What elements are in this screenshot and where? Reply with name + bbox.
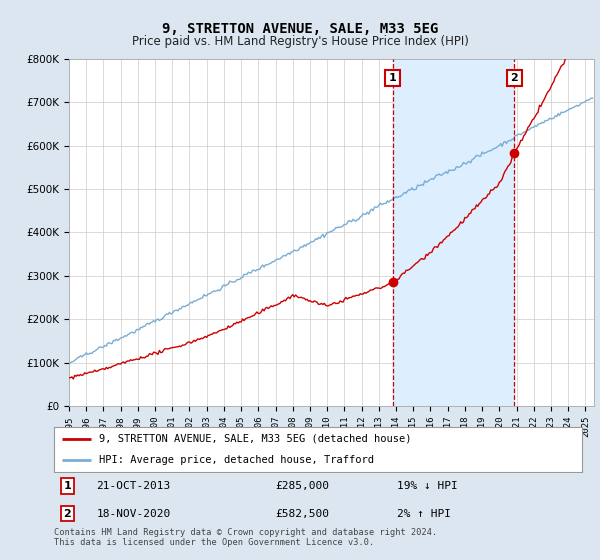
- Text: 1: 1: [389, 73, 397, 83]
- Text: 9, STRETTON AVENUE, SALE, M33 5EG: 9, STRETTON AVENUE, SALE, M33 5EG: [162, 22, 438, 36]
- Text: Contains HM Land Registry data © Crown copyright and database right 2024.
This d: Contains HM Land Registry data © Crown c…: [54, 528, 437, 547]
- Text: Price paid vs. HM Land Registry's House Price Index (HPI): Price paid vs. HM Land Registry's House …: [131, 35, 469, 48]
- Text: 19% ↓ HPI: 19% ↓ HPI: [397, 481, 458, 491]
- Text: 1: 1: [64, 481, 71, 491]
- Text: 21-OCT-2013: 21-OCT-2013: [96, 481, 170, 491]
- Text: 18-NOV-2020: 18-NOV-2020: [96, 508, 170, 519]
- Text: £285,000: £285,000: [276, 481, 330, 491]
- Text: 2: 2: [64, 508, 71, 519]
- Text: 2: 2: [511, 73, 518, 83]
- Text: 2% ↑ HPI: 2% ↑ HPI: [397, 508, 451, 519]
- Text: 9, STRETTON AVENUE, SALE, M33 5EG (detached house): 9, STRETTON AVENUE, SALE, M33 5EG (detac…: [99, 434, 412, 444]
- Text: £582,500: £582,500: [276, 508, 330, 519]
- Text: HPI: Average price, detached house, Trafford: HPI: Average price, detached house, Traf…: [99, 455, 374, 465]
- Bar: [392, 59, 514, 406]
